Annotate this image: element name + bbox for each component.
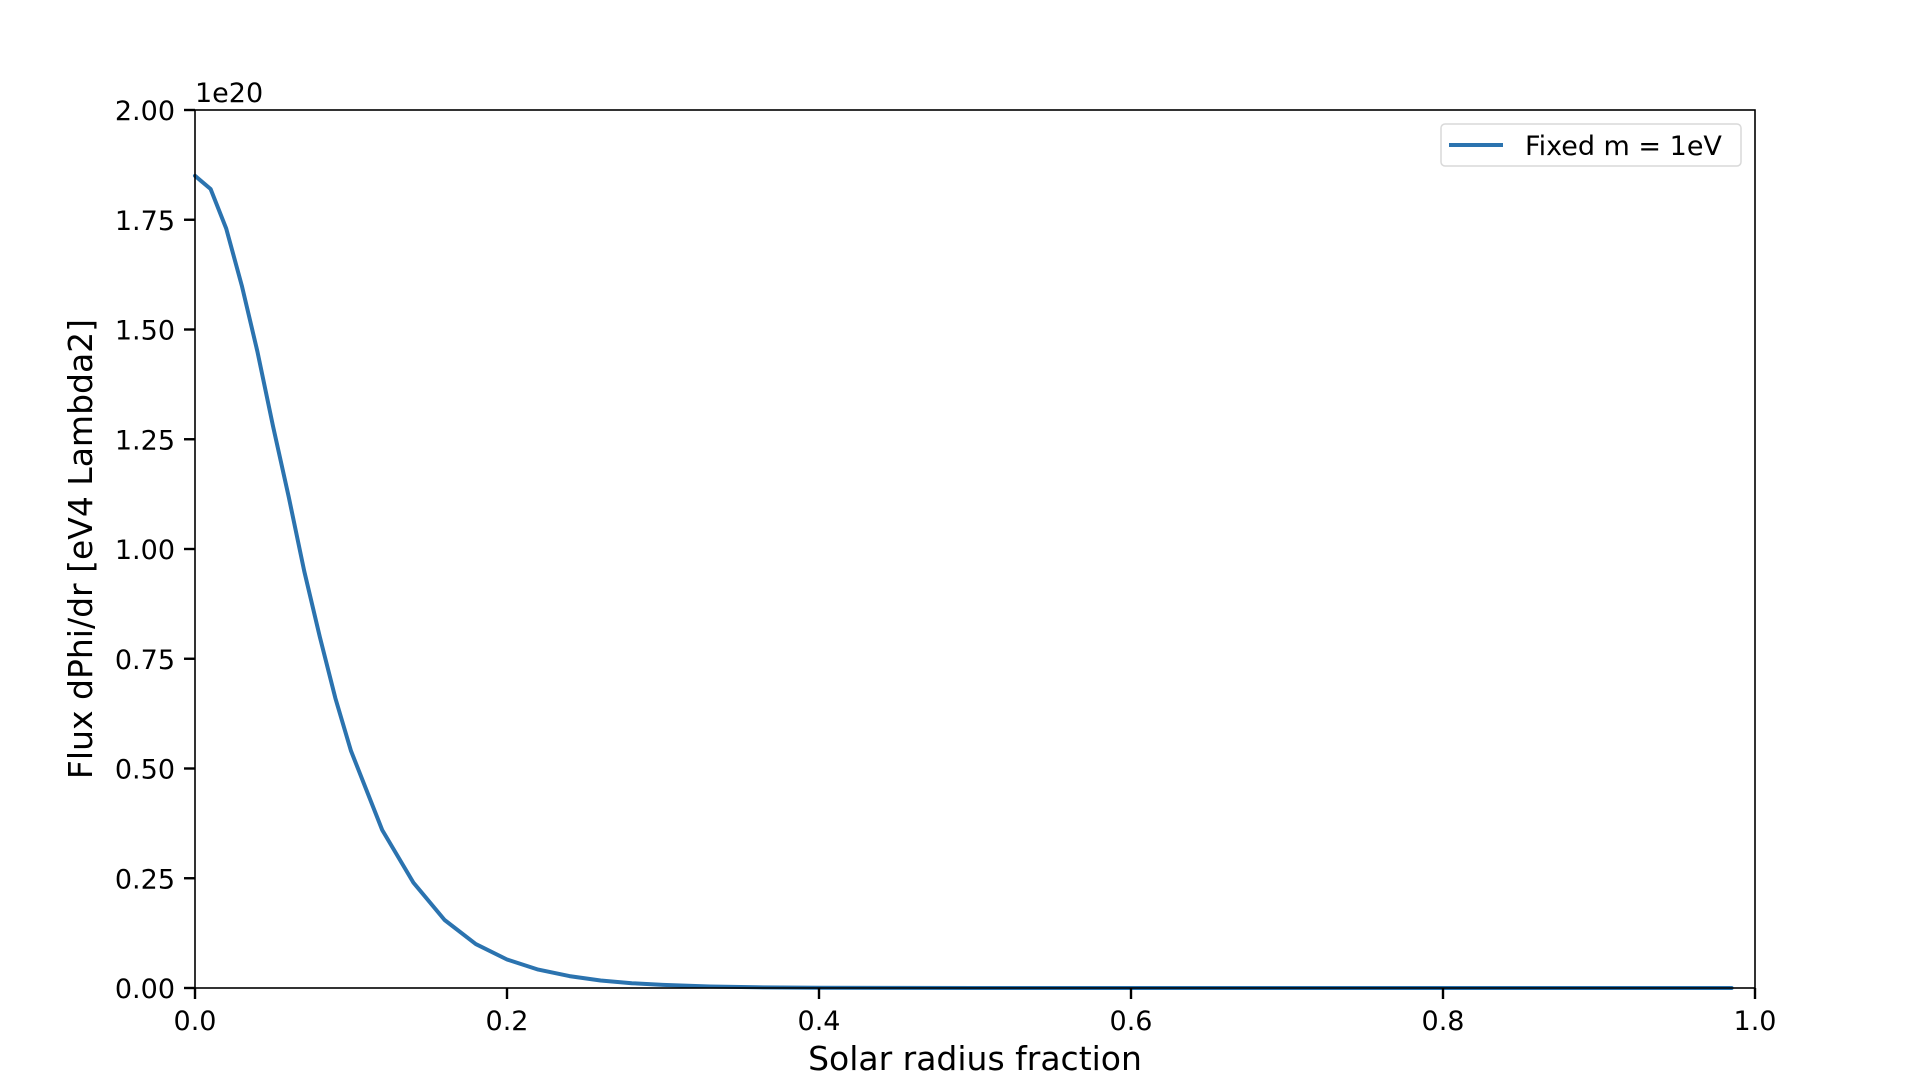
x-tick-label-4: 0.8: [1422, 1006, 1465, 1037]
y-tick-label-2: 0.50: [115, 755, 175, 786]
y-tick-label-5: 1.25: [115, 425, 175, 456]
y-axis-label: Flux dPhi/dr [eV4 Lambda2]: [61, 319, 100, 779]
y-offset-label: 1e20: [195, 78, 263, 109]
legend: Fixed m = 1eV: [1440, 123, 1742, 167]
x-tick-label-2: 0.4: [798, 1006, 841, 1037]
axis-ticks: 0.0 0.2 0.4 0.6 0.8 1.0 0.00 0.25 0.50 0.75 1.00 1.…: [115, 96, 1777, 1037]
y-tick-label-1: 0.25: [115, 864, 175, 895]
x-tick-label-5: 1.0: [1734, 1006, 1777, 1037]
series-line-0: [193, 173, 1734, 990]
plot-area: [193, 109, 1756, 990]
y-tick-label-4: 1.00: [115, 535, 175, 566]
y-tick-label-6: 1.50: [115, 316, 175, 347]
y-tick-label-0: 0.00: [115, 974, 175, 1005]
x-axis-label: Solar radius fraction: [808, 1039, 1142, 1078]
y-tick-label-3: 0.75: [115, 645, 175, 676]
y-tick-label-8: 2.00: [115, 96, 175, 127]
legend-box: [1440, 123, 1742, 167]
x-tick-label-1: 0.2: [486, 1006, 529, 1037]
y-tick-label-7: 1.75: [115, 206, 175, 237]
x-tick-label-0: 0.0: [174, 1006, 217, 1037]
axes-frame: [194, 109, 1756, 989]
legend-label: Fixed m = 1eV: [1525, 131, 1722, 162]
x-tick-label-3: 0.6: [1110, 1006, 1153, 1037]
